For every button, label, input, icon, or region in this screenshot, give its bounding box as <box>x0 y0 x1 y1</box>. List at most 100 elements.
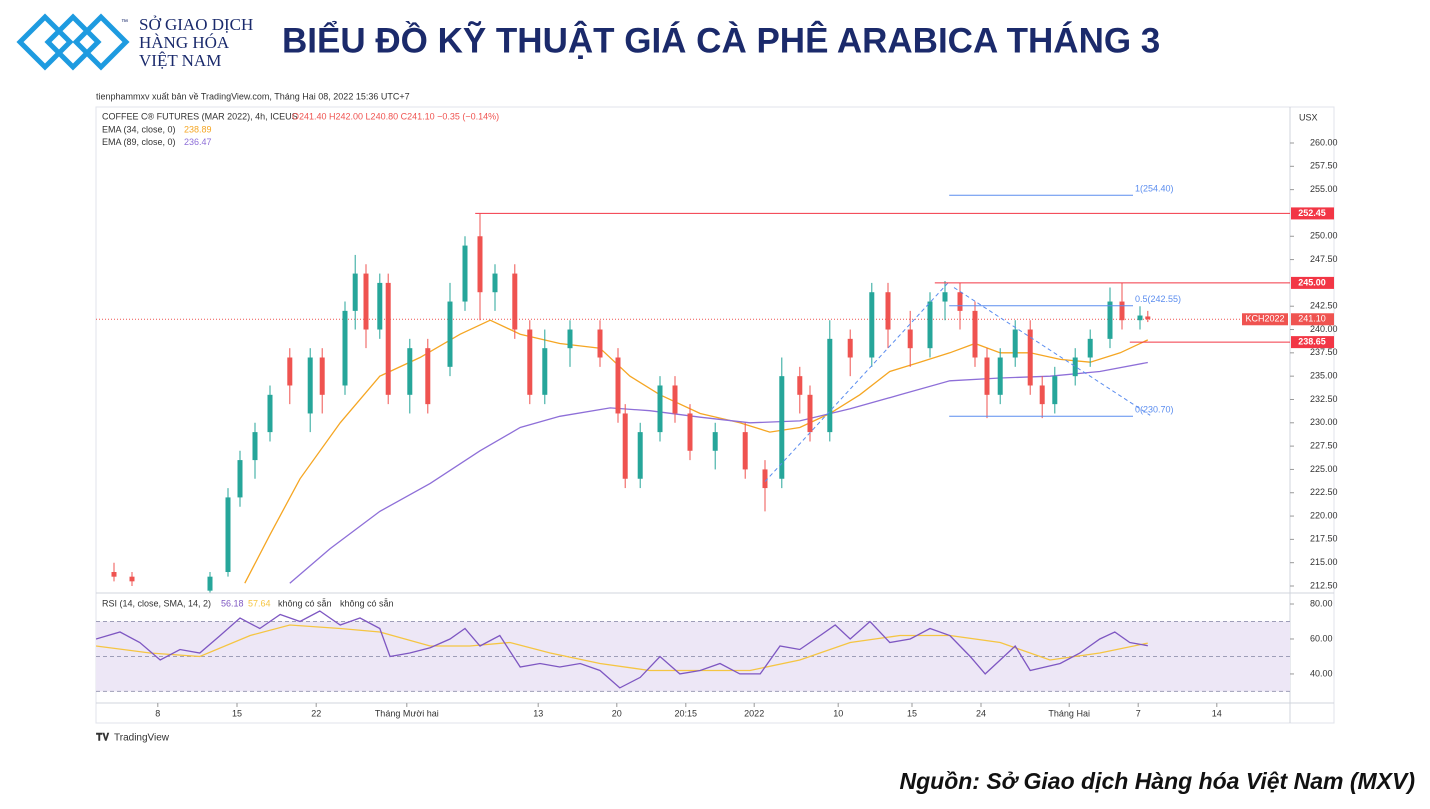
candle-body <box>869 292 875 358</box>
candle-body <box>672 385 678 414</box>
candle-body <box>907 329 913 349</box>
candle-body <box>477 236 483 293</box>
logo-text: SỞ GIAO DỊCH <box>139 15 253 34</box>
candle-body <box>319 357 325 395</box>
candle-body <box>527 329 533 395</box>
line <box>96 610 1148 689</box>
price-label: 241.10 <box>1298 314 1326 324</box>
legend-value: 236.47 <box>184 137 212 147</box>
candle-body <box>1072 357 1078 377</box>
y-tick-label: 240.00 <box>1310 324 1338 334</box>
candle-body <box>1107 301 1113 339</box>
y-tick-label: 242.50 <box>1310 301 1338 311</box>
candle-body <box>712 432 718 451</box>
candle-body <box>797 376 803 395</box>
candle-body <box>1145 316 1151 320</box>
candle-body <box>762 469 768 489</box>
y-tick-label: 227.50 <box>1310 440 1338 450</box>
logo-text: VIỆT NAM <box>139 51 221 70</box>
candle-body <box>1027 329 1033 386</box>
trendline <box>764 282 949 482</box>
candle-body <box>1087 338 1093 358</box>
y-tick-label: 217.50 <box>1310 534 1338 544</box>
candle-body <box>927 301 933 349</box>
y-tick-label: 222.50 <box>1310 487 1338 497</box>
logo <box>16 13 130 71</box>
fib-label: 0.5(242.55) <box>1135 294 1181 304</box>
y-tick-label: 237.50 <box>1310 347 1338 357</box>
x-tick-label: 14 <box>1212 708 1222 718</box>
candle-body <box>942 292 948 302</box>
na-label: không có sẵn <box>278 598 332 608</box>
legend-value: 238.89 <box>184 124 212 134</box>
candle-body <box>492 273 498 293</box>
price-box <box>1291 313 1334 326</box>
fib-label: 0(230.70) <box>1135 405 1174 415</box>
legend-value: 57.64 <box>248 598 271 608</box>
candle-body <box>1137 315 1143 321</box>
candle-body <box>657 385 663 433</box>
x-tick-label: 20 <box>612 708 622 718</box>
line <box>244 319 1149 584</box>
candle-body <box>687 413 693 451</box>
y-tick-label: 212.50 <box>1310 580 1338 590</box>
candle-body <box>425 348 431 405</box>
candle-body <box>267 394 273 433</box>
y-tick-label: 255.00 <box>1310 184 1338 194</box>
symbol-box <box>1242 313 1288 326</box>
logo-text: HÀNG HÓA <box>139 33 230 52</box>
legend-value: 56.18 <box>221 598 244 608</box>
x-tick-label: 8 <box>155 708 160 718</box>
candle-body <box>407 348 413 395</box>
candle-body <box>742 432 748 470</box>
y-tick-label: 225.00 <box>1310 464 1338 474</box>
title: BIỂU ĐỒ KỸ THUẬT GIÁ CÀ PHÊ ARABICA THÁN… <box>282 20 1160 60</box>
candle-body <box>342 310 348 386</box>
watermark-logo: 𝐓𝐕 <box>96 732 109 744</box>
x-tick-label: 22 <box>311 708 321 718</box>
y-tick-label: 250.00 <box>1310 231 1338 241</box>
ohlc: O241.40 H242.00 L240.80 C241.10 −0.35 (−… <box>292 111 499 121</box>
candle-body <box>972 310 978 358</box>
y-tick-label: 247.50 <box>1310 254 1338 264</box>
candle-body <box>363 273 369 330</box>
y-tick-label: 215.00 <box>1310 557 1338 567</box>
level-box <box>1291 276 1334 289</box>
candle-body <box>225 497 231 573</box>
line <box>96 624 1148 672</box>
watermark: TradingView <box>114 733 170 744</box>
y-tick-label: 220.00 <box>1310 510 1338 520</box>
x-tick-label: Tháng Mười hai <box>375 708 439 718</box>
symbol-label: KCH2022 <box>1245 314 1284 324</box>
legend-entry: EMA (89, close, 0) <box>102 137 176 147</box>
x-tick-label: 20:15 <box>675 708 698 718</box>
candle-body <box>615 357 621 414</box>
axis-unit: USX <box>1299 112 1318 122</box>
legend-entry: EMA (34, close, 0) <box>102 124 176 134</box>
candle-body <box>1012 329 1018 358</box>
candle-body <box>847 338 853 358</box>
candle-body <box>352 273 358 311</box>
candle-body <box>287 357 293 386</box>
x-tick-label: Tháng Hai <box>1048 708 1090 718</box>
y-tick-label: 257.50 <box>1310 161 1338 171</box>
fib-label: 1(254.40) <box>1135 184 1174 194</box>
candle-body <box>307 357 313 414</box>
line <box>289 361 1148 584</box>
candle-body <box>885 292 891 330</box>
legend-title: COFFEE C® FUTURES (MAR 2022), 4h, ICEUS <box>102 111 298 121</box>
y-tick-label: 80.00 <box>1310 598 1333 608</box>
x-tick-label: 15 <box>907 708 917 718</box>
candle-body <box>957 292 963 311</box>
candle-body <box>447 301 453 367</box>
x-tick-label: 10 <box>833 708 843 718</box>
candle-body <box>129 576 135 582</box>
candle-body <box>237 460 243 498</box>
candle-body <box>567 329 573 349</box>
publisher: tienphammxv xuất bản về TradingView.com,… <box>96 91 410 101</box>
na-label: không có sẵn <box>340 598 394 608</box>
candle-body <box>807 394 813 433</box>
trademark: ™ <box>121 19 128 26</box>
level-box <box>1291 207 1334 220</box>
